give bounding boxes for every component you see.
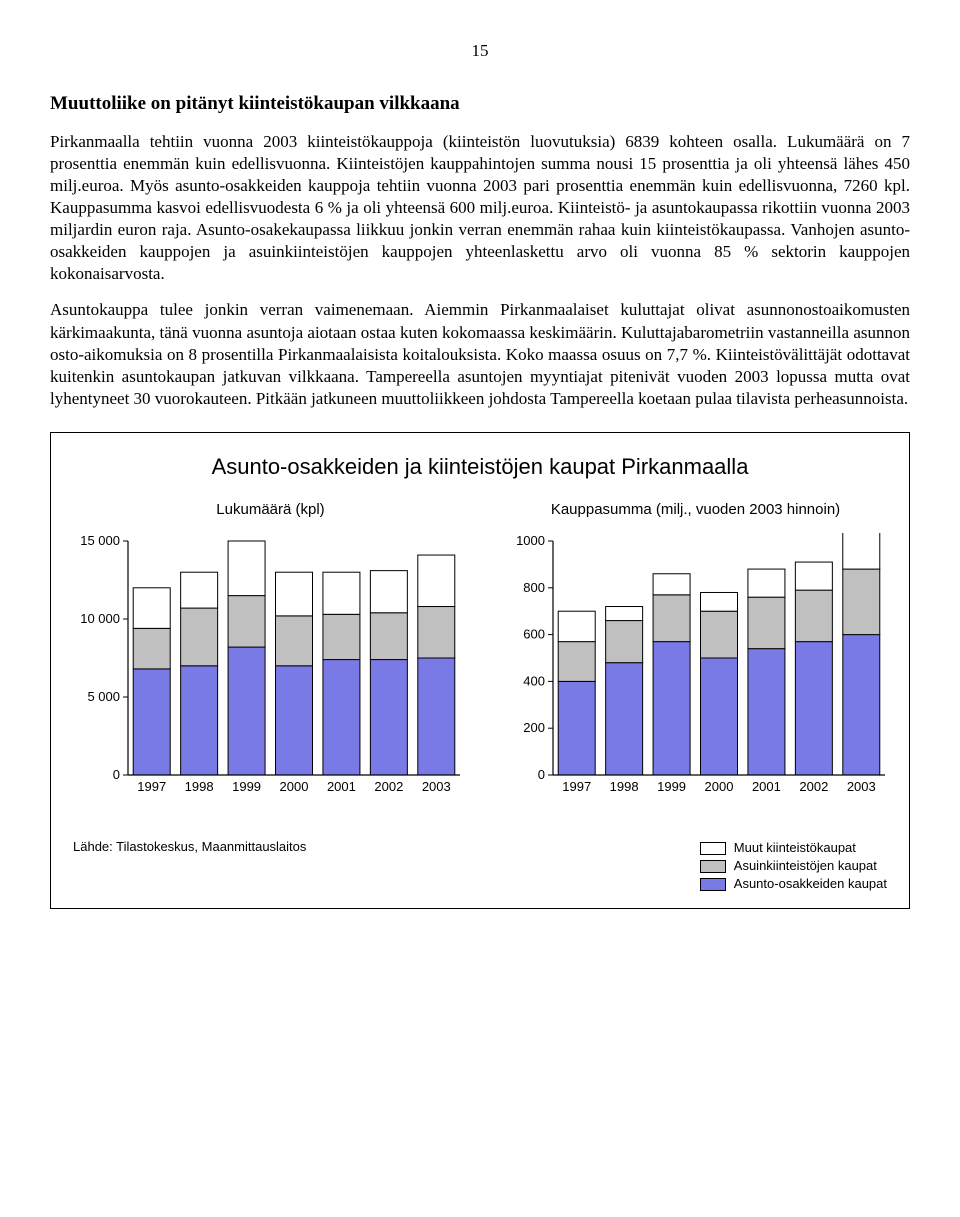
legend-swatch xyxy=(700,860,726,873)
svg-text:1999: 1999 xyxy=(657,779,686,794)
chart-left-panel: Lukumäärä (kpl) 0 5 000 10 000 15 000 1997 19… xyxy=(73,500,468,810)
svg-text:0: 0 xyxy=(113,767,120,782)
svg-text:800: 800 xyxy=(523,580,545,595)
paragraph-2: Asuntokauppa tulee jonkin verran vaimene… xyxy=(50,299,910,409)
svg-text:1000: 1000 xyxy=(516,533,545,548)
svg-text:2002: 2002 xyxy=(374,779,403,794)
legend-label: Muut kiinteistökaupat xyxy=(734,840,856,857)
svg-text:1999: 1999 xyxy=(232,779,261,794)
svg-text:2000: 2000 xyxy=(705,779,734,794)
chart-right-caption: Kauppasumma (milj., vuoden 2003 hinnoin) xyxy=(498,500,893,520)
svg-text:2001: 2001 xyxy=(752,779,781,794)
chart-source: Lähde: Tilastokeskus, Maanmittauslaitos xyxy=(73,839,306,894)
svg-text:2002: 2002 xyxy=(799,779,828,794)
svg-text:600: 600 xyxy=(523,627,545,642)
legend-label: Asuinkiinteistöjen kaupat xyxy=(734,858,877,875)
svg-text:2003: 2003 xyxy=(422,779,451,794)
svg-text:5 000: 5 000 xyxy=(87,689,120,704)
svg-text:10 000: 10 000 xyxy=(80,611,120,626)
svg-text:2000: 2000 xyxy=(280,779,309,794)
legend-item: Muut kiinteistökaupat xyxy=(700,840,887,857)
legend-swatch xyxy=(700,878,726,891)
chart-container: Asunto-osakkeiden ja kiinteistöjen kaupa… xyxy=(50,432,910,909)
svg-text:200: 200 xyxy=(523,720,545,735)
svg-text:1998: 1998 xyxy=(185,779,214,794)
heading: Muuttoliike on pitänyt kiinteistökaupan … xyxy=(50,92,910,117)
legend-swatch xyxy=(700,842,726,855)
legend-item: Asunto-osakkeiden kaupat xyxy=(700,876,887,893)
svg-text:1998: 1998 xyxy=(610,779,639,794)
legend-label: Asunto-osakkeiden kaupat xyxy=(734,876,887,893)
chart-left-svg: 0 5 000 10 000 15 000 1997 1998 1999 2000 2001 20… xyxy=(73,533,468,803)
chart-title: Asunto-osakkeiden ja kiinteistöjen kaupa… xyxy=(73,453,887,482)
svg-text:1997: 1997 xyxy=(137,779,166,794)
chart-right-panel: Kauppasumma (milj., vuoden 2003 hinnoin)… xyxy=(498,500,893,810)
svg-text:15 000: 15 000 xyxy=(80,533,120,548)
svg-text:2003: 2003 xyxy=(847,779,876,794)
paragraph-1: Pirkanmaalla tehtiin vuonna 2003 kiintei… xyxy=(50,131,910,286)
svg-text:1997: 1997 xyxy=(562,779,591,794)
page-number: 15 xyxy=(50,40,910,62)
legend-item: Asuinkiinteistöjen kaupat xyxy=(700,858,887,875)
svg-text:2001: 2001 xyxy=(327,779,356,794)
chart-right-svg: 0 200 400 600 800 1000 1997 1998 1999 2000 2001 200… xyxy=(498,533,893,803)
svg-text:400: 400 xyxy=(523,673,545,688)
chart-legend: Muut kiinteistökaupatAsuinkiinteistöjen … xyxy=(700,839,887,894)
svg-text:0: 0 xyxy=(538,767,545,782)
chart-left-caption: Lukumäärä (kpl) xyxy=(73,500,468,520)
